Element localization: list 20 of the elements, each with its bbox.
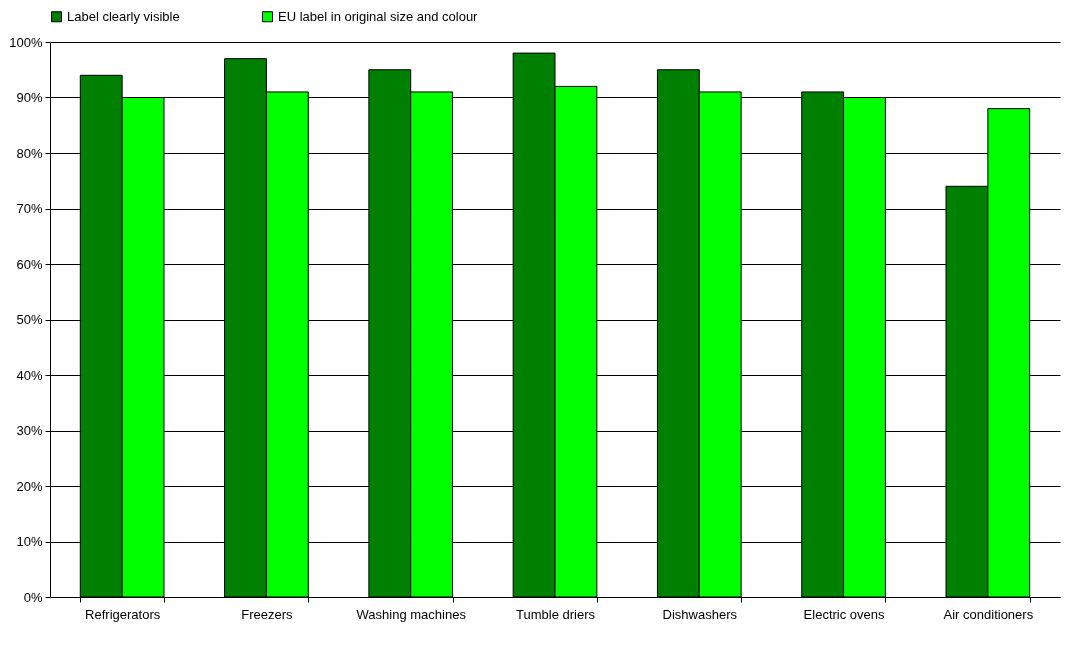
- y-tick-label: 60%: [16, 256, 43, 272]
- x-tick-label: Freezers: [241, 606, 294, 622]
- legend-label: Label clearly visible: [67, 8, 180, 24]
- legend-label: EU label in original size and colour: [278, 8, 479, 24]
- y-tick-label: 50%: [16, 312, 43, 327]
- y-tick-label: 100%: [9, 34, 43, 50]
- y-tick-label: 90%: [16, 90, 43, 105]
- y-tick-label: 20%: [16, 478, 43, 494]
- y-tick-label: 80%: [16, 145, 43, 161]
- x-tick-label: Refrigerators: [85, 606, 161, 622]
- x-tick-label: Electric ovens: [803, 606, 886, 622]
- x-tick-label: Washing machines: [356, 606, 467, 622]
- y-tick-label: 10%: [16, 534, 43, 549]
- y-tick-label: 70%: [16, 201, 43, 216]
- x-tick-label: Air conditioners: [943, 606, 1034, 622]
- y-tick-label: 30%: [16, 423, 43, 438]
- x-tick-label: Dishwashers: [662, 606, 738, 622]
- y-tick-label: 40%: [16, 367, 43, 383]
- y-tick-label: 0%: [23, 589, 43, 605]
- x-tick-label: Tumble driers: [516, 606, 596, 622]
